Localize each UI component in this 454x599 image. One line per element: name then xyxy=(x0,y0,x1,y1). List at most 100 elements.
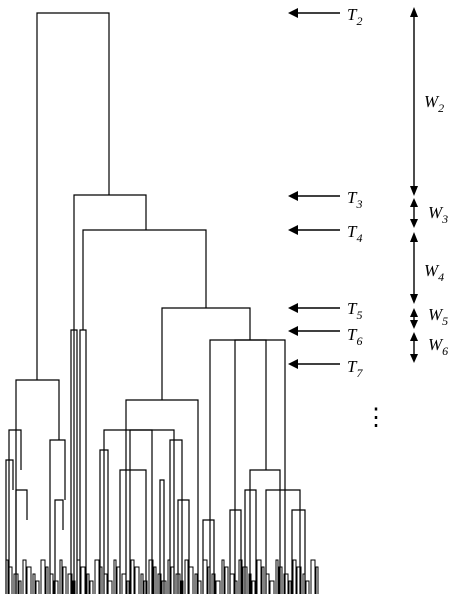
leaf-link xyxy=(184,559,189,594)
threshold-t5: T5 xyxy=(288,299,362,322)
root-link xyxy=(36,12,110,380)
leaf-link xyxy=(32,573,36,594)
leaf-link xyxy=(197,580,202,594)
leaf-link xyxy=(49,573,54,594)
leaf-link xyxy=(207,566,211,594)
threshold-label-t3: T3 xyxy=(347,188,362,211)
leaf-link xyxy=(89,580,94,594)
leaf-link xyxy=(167,559,171,594)
leaf-link xyxy=(161,580,167,594)
window-w2 xyxy=(410,7,418,196)
leaf-link xyxy=(242,566,248,594)
arrowhead-icon xyxy=(288,191,298,201)
leaf-link xyxy=(202,559,208,594)
leaf-link xyxy=(18,580,22,594)
leaf-link xyxy=(229,573,235,594)
leaf-link xyxy=(170,566,175,594)
window-w6 xyxy=(410,332,418,363)
leaf-link xyxy=(113,559,117,594)
threshold-markers: T2 T3 T4 T5 T6 xyxy=(288,5,388,431)
threshold-label-t6: T6 xyxy=(347,325,362,348)
leaf-link xyxy=(72,580,76,594)
threshold-t2: T2 xyxy=(288,5,362,28)
arrowhead-icon xyxy=(288,326,298,336)
t4-link xyxy=(82,229,207,330)
leaf-link xyxy=(103,573,108,594)
arrowhead-icon xyxy=(288,225,298,235)
leaf-link xyxy=(153,566,157,594)
leaf-link xyxy=(157,573,162,594)
leaf-link xyxy=(269,580,275,594)
t3-link xyxy=(73,194,147,594)
leaf-link xyxy=(188,566,194,594)
leaf-link xyxy=(261,566,265,594)
leaf-link xyxy=(292,559,297,594)
leaf-link xyxy=(248,573,252,594)
window-labels: W2 W3 W4 W5 W6 xyxy=(424,92,448,358)
threshold-t6: T6 xyxy=(288,325,362,348)
leaf-link xyxy=(76,559,81,594)
dendrogram-tree xyxy=(5,12,306,594)
leaf-link xyxy=(8,566,13,594)
leaf-link xyxy=(296,566,302,594)
leaf-link xyxy=(215,580,221,594)
leaf-link xyxy=(310,559,316,594)
leaf-link xyxy=(67,573,73,594)
leaf-link xyxy=(211,573,216,594)
leaf-link xyxy=(238,559,243,594)
leaf-link xyxy=(80,566,86,594)
leaf-link xyxy=(251,580,256,594)
threshold-t4: T4 xyxy=(288,222,362,245)
leaf-link xyxy=(288,580,292,594)
window-w4 xyxy=(410,232,418,304)
window-w3 xyxy=(410,198,418,228)
leaf-link xyxy=(40,559,46,594)
leaf-link xyxy=(175,573,181,594)
window-label-w3: W3 xyxy=(428,203,448,226)
threshold-label-t5: T5 xyxy=(347,299,362,322)
left-cluster-link xyxy=(15,379,60,594)
continuation-ellipsis: ⋮ xyxy=(364,405,388,431)
leaf-link xyxy=(134,566,140,594)
leaf-link xyxy=(45,566,49,594)
leaf-link xyxy=(22,559,27,594)
arrowhead-icon xyxy=(288,8,298,18)
leaf-link xyxy=(35,580,40,594)
leaf-link xyxy=(265,573,270,594)
leaf-link xyxy=(116,566,121,594)
leaf-link xyxy=(53,580,59,594)
leaf-link xyxy=(305,580,310,594)
threshold-label-t4: T4 xyxy=(347,222,362,245)
leaf-link xyxy=(13,573,19,594)
threshold-t3: T3 xyxy=(288,188,362,211)
window-arrows xyxy=(410,7,418,363)
leaf-link xyxy=(5,559,9,594)
leaf-link xyxy=(126,580,130,594)
leaf-link xyxy=(224,566,229,594)
leaf-link xyxy=(99,566,103,594)
leaf-link xyxy=(148,559,154,594)
leaf-link xyxy=(130,559,135,594)
leaf-link xyxy=(180,580,184,594)
leaf-link xyxy=(221,559,225,594)
window-label-w6: W6 xyxy=(428,335,448,358)
leaf-link xyxy=(59,559,63,594)
leaf-link xyxy=(302,573,306,594)
leaf-link xyxy=(275,559,279,594)
leaf-link xyxy=(94,559,100,594)
window-label-w5: W5 xyxy=(428,305,448,328)
leaf-link xyxy=(194,573,198,594)
leaf-link xyxy=(107,580,113,594)
leaf-link xyxy=(121,573,127,594)
t6-link xyxy=(209,339,286,594)
leaf-link xyxy=(234,580,238,594)
window-w5 xyxy=(410,308,418,329)
threshold-label-t2: T2 xyxy=(347,5,362,28)
arrowhead-icon xyxy=(288,359,298,369)
leaf-link xyxy=(283,573,289,594)
leaf-link xyxy=(140,573,144,594)
leaf-link xyxy=(278,566,283,594)
leaf-link xyxy=(256,559,262,594)
